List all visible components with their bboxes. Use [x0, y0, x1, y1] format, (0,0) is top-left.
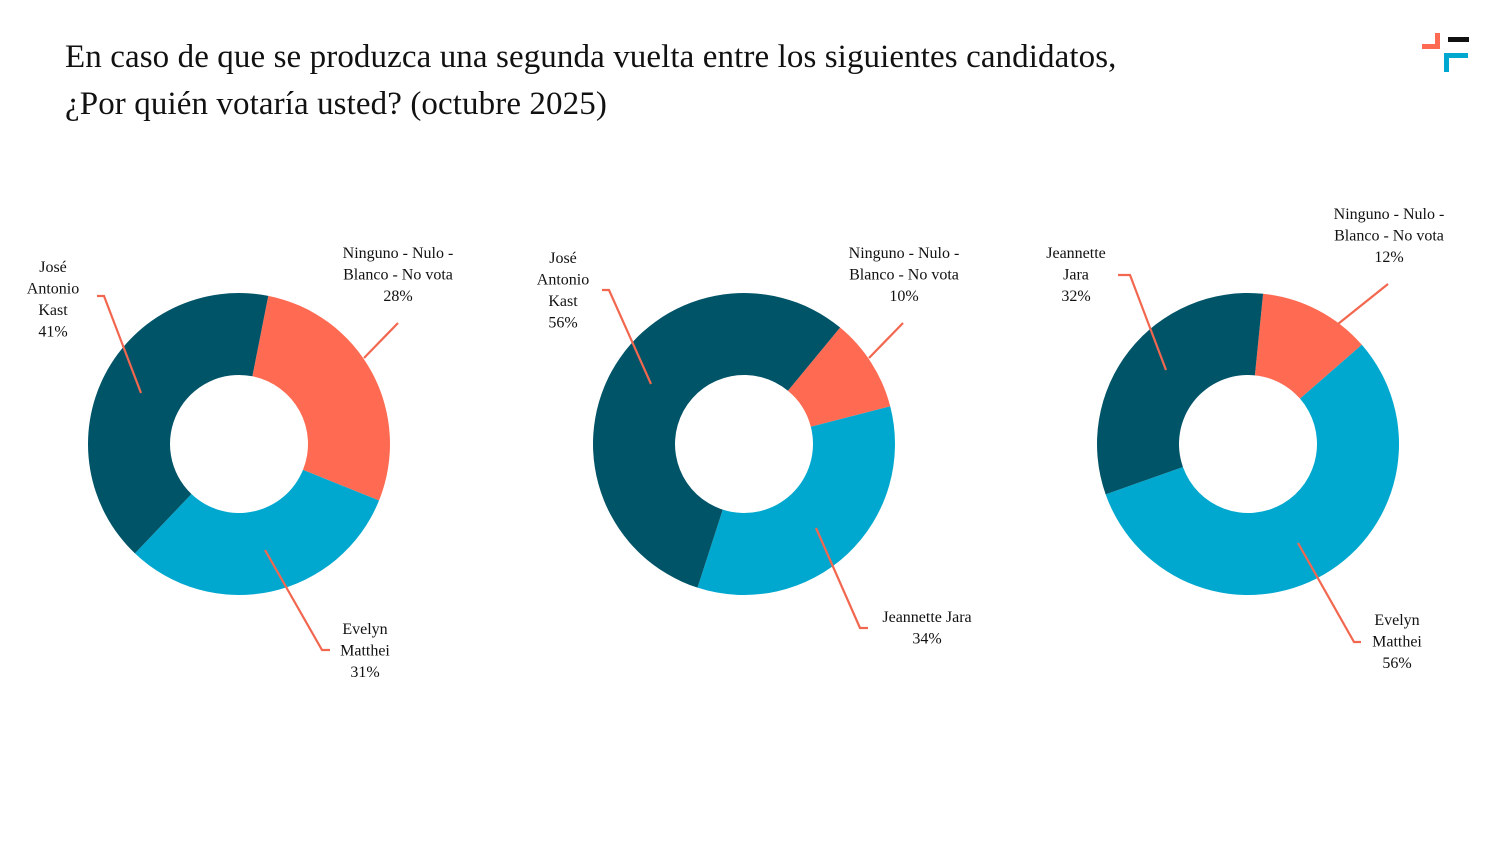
- slice-name-label: Kast: [38, 302, 68, 319]
- slice-value-label: 56%: [1382, 655, 1411, 672]
- leader-line-1-3: [97, 294, 143, 394]
- leader-line-3-3: [1118, 273, 1168, 371]
- data-label-2-3: José Antonio Kast 56%: [537, 250, 589, 332]
- slice-2-1: [787, 327, 891, 427]
- slice-name-label: Evelyn: [342, 621, 387, 638]
- leader-line-1-2: [264, 549, 330, 652]
- donut-chart-2: Ninguno - Nulo - Blanco - No vota 10% Jeann…: [537, 245, 972, 648]
- slice-value-label: 41%: [38, 324, 67, 341]
- slice-name-label: Blanco - No vota: [343, 267, 453, 284]
- slice-value-label: 28%: [383, 288, 412, 305]
- slice-3-2: [1105, 344, 1400, 596]
- slice-value-label: 34%: [912, 631, 941, 648]
- slice-1-1: [252, 295, 390, 501]
- slice-name-label: Jeannette: [1046, 245, 1106, 262]
- slice-name-label: Ninguno - Nulo -: [1334, 206, 1445, 223]
- data-label-3-1: Ninguno - Nulo - Blanco - No vota 12%: [1334, 206, 1445, 266]
- slice-value-label: 31%: [350, 664, 379, 681]
- slice-name-label: Matthei: [340, 643, 390, 660]
- data-label-2-1: Ninguno - Nulo - Blanco - No vota 10%: [849, 245, 960, 305]
- slice-value-label: 10%: [889, 288, 918, 305]
- slice-name-label: Blanco - No vota: [849, 267, 959, 284]
- data-label-1-3: José Antonio Kast 41%: [27, 259, 79, 341]
- slice-value-label: 32%: [1061, 288, 1090, 305]
- donut-chart-1: Ninguno - Nulo - Blanco - No vota 28% Evely…: [27, 245, 454, 681]
- slice-name-label: Ninguno - Nulo -: [343, 245, 454, 262]
- slice-name-label: José: [549, 250, 577, 267]
- data-label-3-3: Jeannette Jara 32%: [1046, 245, 1106, 305]
- data-label-1-1: Ninguno - Nulo - Blanco - No vota 28%: [343, 245, 454, 305]
- slice-name-label: Matthei: [1372, 634, 1422, 651]
- leader-line-3-1: [1337, 283, 1389, 325]
- slice-name-label: José: [39, 259, 67, 276]
- slice-3-1: [1254, 293, 1362, 399]
- slice-name-label: Blanco - No vota: [1334, 228, 1444, 245]
- slice-1-3: [87, 292, 269, 554]
- data-label-3-2: Evelyn Matthei 56%: [1372, 612, 1422, 672]
- slice-name-label: Jeannette Jara: [882, 609, 971, 626]
- slice-1-2: [134, 469, 380, 595]
- slice-name-label: Evelyn: [1374, 612, 1419, 629]
- slice-name-label: Ninguno - Nulo -: [849, 245, 960, 262]
- donut-chart-3: Ninguno - Nulo - Blanco - No vota 12% Evely…: [1046, 206, 1444, 672]
- leader-line-2-2: [814, 527, 868, 630]
- slice-name-label: Jara: [1063, 267, 1089, 284]
- leader-line-3-2: [1297, 542, 1361, 644]
- leader-line-1-1: [363, 322, 399, 359]
- slice-2-3: [593, 292, 841, 588]
- slice-2-2: [697, 406, 895, 595]
- slice-name-label: Kast: [548, 293, 578, 310]
- leader-line-2-1: [868, 322, 904, 359]
- leader-line-2-3: [602, 288, 653, 385]
- data-label-1-2: Evelyn Matthei 31%: [340, 621, 390, 681]
- page-title: En caso de que se produzca una segunda v…: [65, 39, 1117, 122]
- slice-value-label: 12%: [1374, 249, 1403, 266]
- slice-value-label: 56%: [548, 315, 577, 332]
- slice-name-label: Antonio: [537, 272, 589, 289]
- data-label-2-2: Jeannette Jara 34%: [882, 609, 971, 648]
- slice-name-label: Antonio: [27, 281, 79, 298]
- brand-logo-icon: [1422, 33, 1469, 72]
- slice-3-3: [1097, 292, 1264, 495]
